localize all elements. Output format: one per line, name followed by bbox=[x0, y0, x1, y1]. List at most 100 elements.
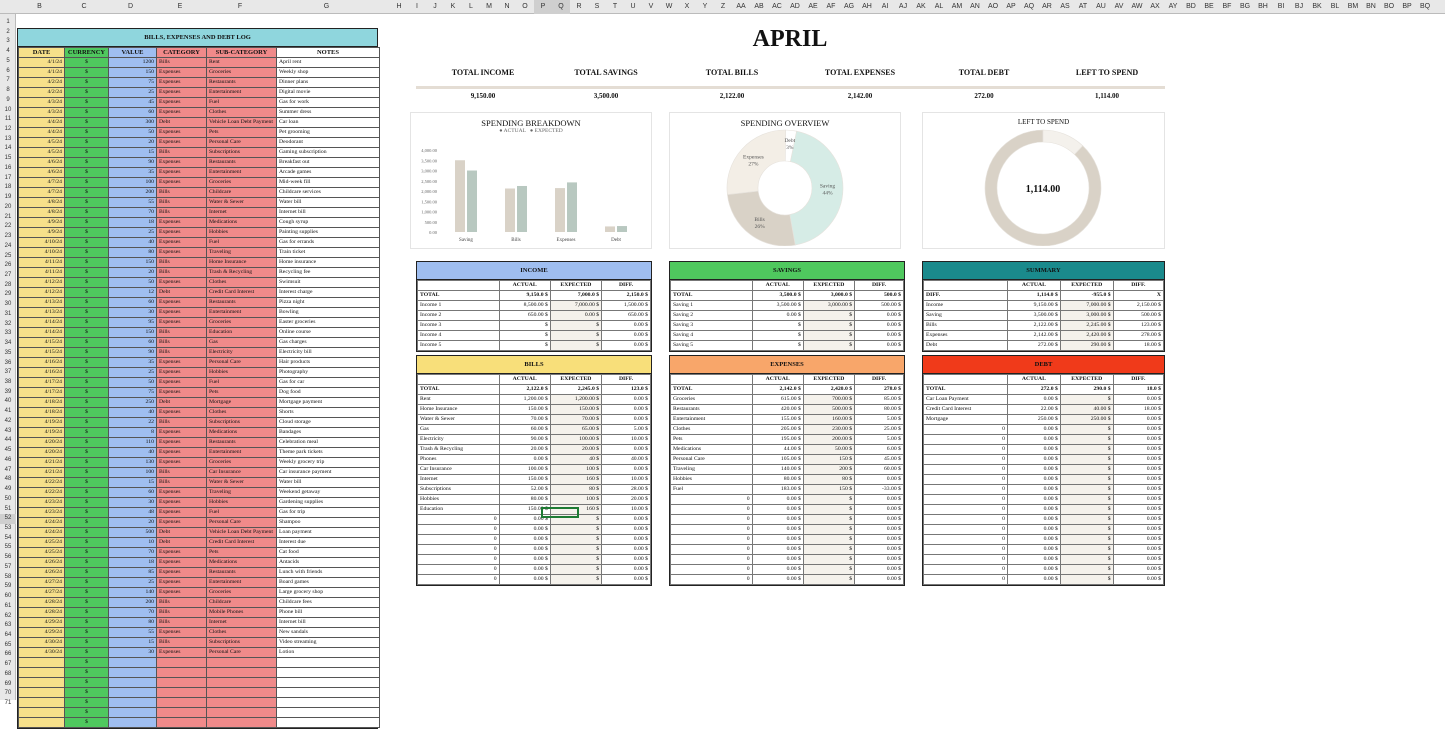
row-header-62[interactable]: 62 bbox=[4, 612, 12, 619]
log-cell-notes[interactable] bbox=[276, 707, 380, 718]
log-cell-date[interactable]: 4/21/24 bbox=[18, 457, 65, 468]
savings-cell[interactable]: 0.00 $ bbox=[854, 340, 904, 351]
bills-cell[interactable]: $ bbox=[549, 534, 603, 545]
expenses-cell[interactable]: 60.00 $ bbox=[854, 464, 904, 475]
log-cell-category[interactable]: Expenses bbox=[156, 387, 207, 398]
log-cell-currency[interactable]: $ bbox=[64, 57, 109, 68]
bills-cell[interactable]: 1,200.00 $ bbox=[498, 394, 551, 405]
row-header-54[interactable]: 54 bbox=[4, 534, 12, 541]
row-header-43[interactable]: 43 bbox=[4, 427, 12, 434]
log-cell-date[interactable]: 4/17/24 bbox=[18, 387, 65, 398]
log-cell-value[interactable]: 200 bbox=[108, 187, 157, 198]
debt-cell[interactable]: 0.00 $ bbox=[1112, 524, 1165, 535]
log-cell-subcategory[interactable]: Pets bbox=[206, 127, 277, 138]
row-header-31[interactable]: 31 bbox=[4, 310, 12, 317]
column-header-ak[interactable]: AK bbox=[916, 3, 926, 10]
debt-cell[interactable]: 22.00 $ bbox=[1007, 404, 1061, 415]
savings-cell[interactable]: ACTUAL bbox=[751, 280, 804, 291]
log-cell-value[interactable]: 40 bbox=[108, 407, 157, 418]
bills-cell[interactable]: Internet bbox=[417, 474, 500, 485]
column-header-as[interactable]: AS bbox=[1060, 3, 1070, 10]
expenses-cell[interactable]: 85.00 $ bbox=[854, 394, 904, 405]
bills-cell[interactable]: 70.00 $ bbox=[498, 414, 551, 425]
expenses-cell[interactable]: Clothes bbox=[670, 424, 753, 435]
column-header-g[interactable]: G bbox=[323, 3, 330, 10]
bills-cell[interactable]: 52.00 $ bbox=[498, 484, 551, 495]
log-cell-notes[interactable]: Water bill bbox=[276, 197, 380, 208]
log-cell-subcategory[interactable]: Personal Care bbox=[206, 517, 277, 528]
log-cell-subcategory[interactable]: Groceries bbox=[206, 177, 277, 188]
row-header-8[interactable]: 8 bbox=[6, 87, 10, 94]
log-cell-value[interactable]: 150 bbox=[108, 327, 157, 338]
bills-cell[interactable]: Water & Sewer bbox=[417, 414, 500, 425]
log-cell-currency[interactable]: $ bbox=[64, 627, 109, 638]
log-cell-category[interactable]: Bills bbox=[156, 267, 207, 278]
income-cell[interactable]: 9,150.0 $ bbox=[498, 290, 551, 301]
log-cell-category[interactable]: Bills bbox=[156, 57, 207, 68]
expenses-cell[interactable]: 0 bbox=[670, 524, 753, 535]
debt-cell[interactable]: 0.00 $ bbox=[1007, 504, 1061, 515]
log-cell-category[interactable]: Debt bbox=[156, 287, 207, 298]
bills-cell[interactable]: 0 bbox=[417, 514, 500, 525]
bills-cell[interactable]: 123.0 $ bbox=[601, 384, 651, 395]
income-cell[interactable]: 0.00 $ bbox=[549, 310, 603, 321]
log-cell-currency[interactable]: $ bbox=[64, 377, 109, 388]
log-cell-category[interactable]: Bills bbox=[156, 337, 207, 348]
column-header-e[interactable]: E bbox=[177, 3, 183, 10]
log-cell-subcategory[interactable]: Entertainment bbox=[206, 447, 277, 458]
log-cell-category[interactable]: Expenses bbox=[156, 177, 207, 188]
log-cell-value[interactable]: 18 bbox=[108, 557, 157, 568]
summary-cell[interactable]: EXPECTED bbox=[1059, 280, 1114, 291]
log-cell-value[interactable]: 35 bbox=[108, 167, 157, 178]
bills-cell[interactable]: 100 $ bbox=[549, 494, 603, 505]
column-header-bj[interactable]: BJ bbox=[1294, 3, 1304, 10]
row-header-18[interactable]: 18 bbox=[4, 184, 12, 191]
column-header-bh[interactable]: BH bbox=[1258, 3, 1268, 10]
log-cell-value[interactable]: 90 bbox=[108, 347, 157, 358]
log-cell-notes[interactable]: Phone bill bbox=[276, 607, 380, 618]
summary-cell[interactable]: ACTUAL bbox=[1007, 280, 1061, 291]
debt-cell[interactable]: Mortgage bbox=[923, 414, 1008, 425]
income-cell[interactable]: 650.00 $ bbox=[498, 310, 551, 321]
log-cell-currency[interactable]: $ bbox=[64, 717, 109, 728]
expenses-cell[interactable]: 2,142.0 $ bbox=[751, 384, 804, 395]
row-header-35[interactable]: 35 bbox=[4, 349, 12, 356]
row-header-13[interactable]: 13 bbox=[4, 135, 12, 142]
row-header-30[interactable]: 30 bbox=[4, 301, 12, 308]
bills-cell[interactable]: 0.00 $ bbox=[601, 464, 651, 475]
expenses-cell[interactable]: Pets bbox=[670, 434, 753, 445]
summary-cell[interactable]: 1,114.0 $ bbox=[1007, 290, 1061, 301]
bills-cell[interactable]: $ bbox=[549, 574, 603, 585]
log-cell-date[interactable] bbox=[18, 717, 65, 728]
log-cell-subcategory[interactable]: Entertainment bbox=[206, 307, 277, 318]
log-cell-value[interactable]: 150 bbox=[108, 257, 157, 268]
log-cell-subcategory[interactable]: Personal Care bbox=[206, 137, 277, 148]
log-cell-currency[interactable]: $ bbox=[64, 277, 109, 288]
log-cell-value[interactable]: 40 bbox=[108, 237, 157, 248]
row-header-67[interactable]: 67 bbox=[4, 661, 12, 668]
row-header-17[interactable]: 17 bbox=[4, 174, 12, 181]
log-cell-subcategory[interactable]: Clothes bbox=[206, 277, 277, 288]
log-cell-currency[interactable]: $ bbox=[64, 587, 109, 598]
row-header-63[interactable]: 63 bbox=[4, 622, 12, 629]
column-header-an[interactable]: AN bbox=[970, 3, 980, 10]
expenses-cell[interactable]: 160.00 $ bbox=[802, 414, 856, 425]
log-cell-value[interactable] bbox=[108, 697, 157, 708]
log-cell-currency[interactable]: $ bbox=[64, 397, 109, 408]
expenses-cell[interactable]: $ bbox=[802, 534, 856, 545]
row-header-45[interactable]: 45 bbox=[4, 447, 12, 454]
expenses-cell[interactable]: 700.00 $ bbox=[802, 394, 856, 405]
log-cell-date[interactable]: 4/19/24 bbox=[18, 427, 65, 438]
expenses-cell[interactable]: $ bbox=[802, 494, 856, 505]
log-cell-notes[interactable]: Large grocery shop bbox=[276, 587, 380, 598]
log-cell-subcategory[interactable]: Restaurants bbox=[206, 567, 277, 578]
log-cell-subcategory[interactable]: Education bbox=[206, 327, 277, 338]
log-cell-notes[interactable]: Water bill bbox=[276, 477, 380, 488]
log-cell-subcategory[interactable]: Fuel bbox=[206, 507, 277, 518]
bar-expenses-actual[interactable] bbox=[555, 188, 565, 232]
log-cell-currency[interactable]: $ bbox=[64, 527, 109, 538]
debt-cell[interactable]: 40.00 $ bbox=[1059, 404, 1114, 415]
debt-cell[interactable]: 0.00 $ bbox=[1007, 394, 1061, 405]
debt-cell[interactable]: 0.00 $ bbox=[1112, 444, 1165, 455]
log-cell-currency[interactable]: $ bbox=[64, 557, 109, 568]
